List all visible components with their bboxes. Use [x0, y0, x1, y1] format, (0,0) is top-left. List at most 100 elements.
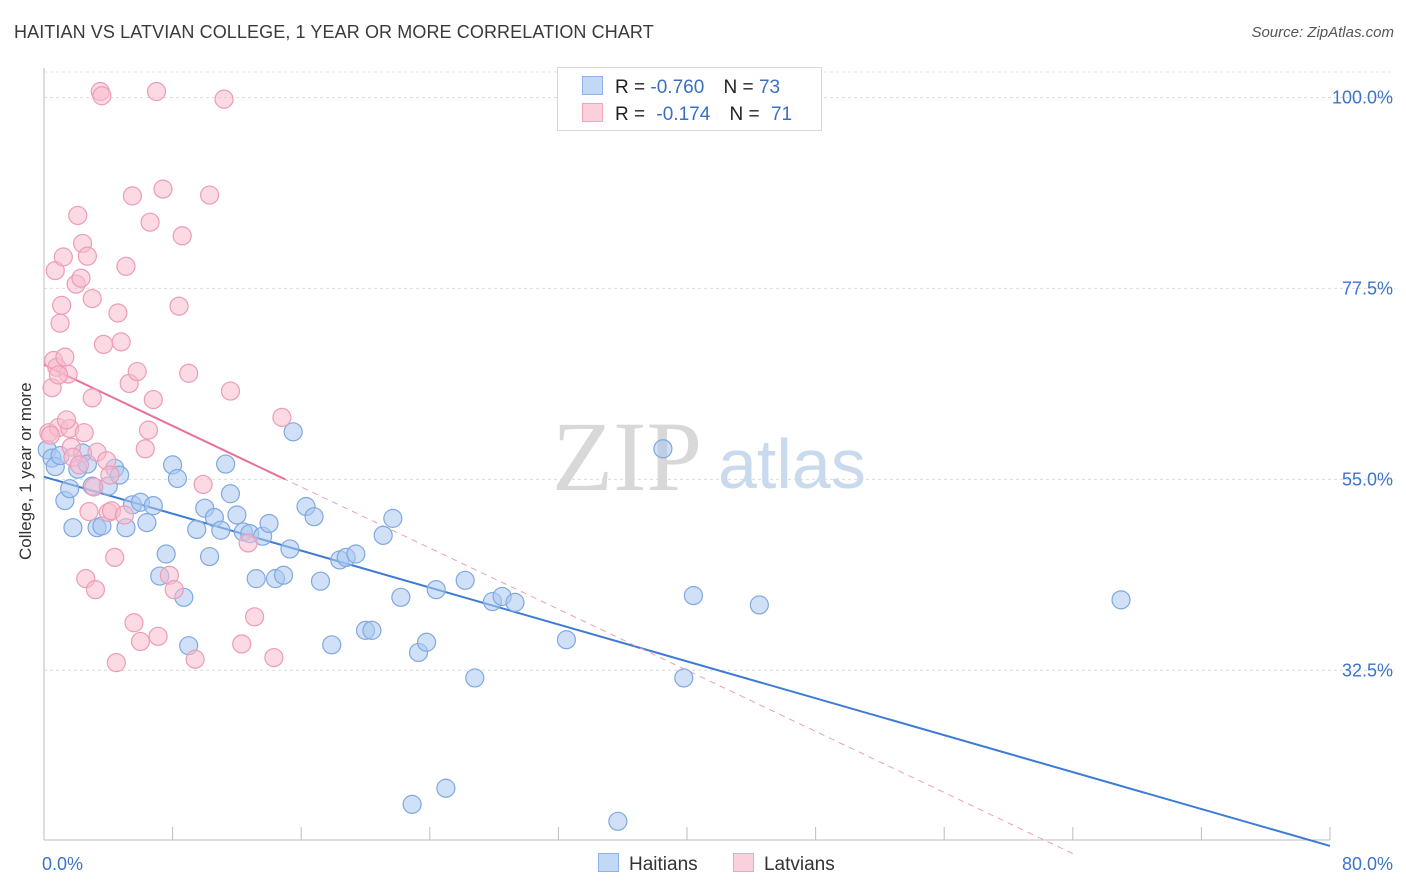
legend-swatch-latvians [582, 103, 603, 122]
point-latvians [50, 313, 70, 333]
point-latvians [92, 86, 112, 106]
point-haitians [259, 513, 279, 534]
legend-swatch-haitians [582, 76, 603, 95]
y-tick-label: 77.5% [1342, 278, 1393, 298]
point-haitians [167, 468, 188, 489]
point-haitians [143, 496, 163, 516]
legend-row-haitians: R = -0.760 N = 73 [582, 76, 780, 99]
point-latvians [48, 365, 69, 385]
point-haitians [1111, 590, 1131, 610]
point-latvians [69, 455, 89, 475]
point-latvians [185, 649, 205, 669]
point-haitians [749, 595, 769, 615]
point-latvians [122, 186, 143, 206]
legend-item-haitians: Haitians [598, 853, 698, 876]
point-haitians [362, 620, 382, 640]
point-haitians [280, 539, 300, 559]
point-haitians [402, 794, 422, 814]
point-haitians [416, 632, 437, 652]
point-latvians [55, 347, 75, 367]
point-haitians [220, 484, 241, 504]
trend-line-latvians [43, 363, 286, 481]
point-haitians [211, 520, 231, 540]
point-latvians [127, 361, 147, 382]
point-latvians [264, 647, 284, 668]
point-haitians [683, 585, 704, 606]
point-latvians [172, 226, 192, 246]
point-latvians [105, 547, 125, 568]
chart-source: Source: ZipAtlas.com [1251, 24, 1394, 41]
point-latvians [85, 580, 106, 600]
point-latvians [146, 81, 167, 102]
point-latvians [53, 247, 73, 267]
legend-n-value-haitians: 73 [758, 77, 781, 98]
y-tick-label: 100.0% [1332, 87, 1393, 107]
point-latvians [79, 501, 99, 522]
point-haitians [505, 592, 525, 612]
x-tick-label: 0.0% [42, 854, 83, 874]
point-latvians [169, 296, 189, 316]
point-latvians [108, 303, 128, 323]
point-haitians [60, 479, 80, 499]
grid-lines [44, 71, 1395, 671]
x-tick-label: 80.0% [1342, 854, 1393, 874]
legend-r-label: R = [615, 77, 646, 98]
point-latvians [40, 425, 61, 445]
point-haitians [187, 519, 207, 540]
legend-item-latvians: Latvians [732, 853, 835, 876]
point-latvians [199, 185, 220, 205]
data-points [37, 81, 1131, 831]
legend-n-value-latvians: 71 [770, 104, 793, 125]
point-haitians [227, 505, 247, 525]
point-haitians [426, 580, 446, 600]
point-latvians [56, 410, 77, 430]
point-latvians [244, 607, 265, 627]
point-haitians [436, 778, 456, 798]
point-latvians [148, 626, 168, 646]
point-haitians [653, 439, 673, 459]
point-latvians [82, 288, 102, 309]
point-latvians [71, 268, 91, 288]
point-haitians [383, 508, 403, 528]
legend-label-haitians: Haitians [629, 854, 698, 875]
point-haitians [63, 518, 83, 538]
point-haitians [156, 544, 176, 564]
point-latvians [179, 363, 199, 383]
point-latvians [114, 505, 134, 525]
point-latvians [143, 389, 163, 410]
point-latvians [138, 420, 159, 440]
legend-swatch-haitians [598, 853, 619, 872]
point-haitians [137, 513, 157, 533]
legend-swatch-latvians [732, 853, 754, 872]
point-haitians [346, 544, 366, 564]
watermark-atlas: atlas [718, 425, 866, 503]
point-haitians [216, 454, 236, 474]
point-latvians [82, 388, 102, 408]
legend-r-value-haitians: -0.760 [650, 77, 705, 98]
point-haitians [465, 668, 485, 688]
point-latvians [232, 634, 252, 654]
series-legend: Haitians Latvians [598, 853, 865, 876]
point-latvians [52, 295, 72, 315]
point-latvians [140, 212, 160, 232]
point-haitians [373, 525, 393, 545]
y-tick-label: 55.0% [1342, 469, 1393, 489]
point-haitians [199, 546, 220, 567]
point-latvians [93, 334, 114, 355]
point-latvians [272, 407, 292, 427]
legend-r-value-latvians: -0.174 [656, 104, 711, 125]
point-latvians [135, 439, 155, 459]
point-haitians [246, 569, 266, 589]
point-latvians [164, 580, 184, 600]
correlation-legend: R = -0.760 N = 73 R = -0.174 N = 71 [557, 67, 822, 131]
point-haitians [283, 422, 303, 442]
tick-labels: 100.0% 77.5% 55.0% 32.5% 0.0% 80.0% [42, 87, 1393, 874]
legend-r-label: R = [615, 104, 646, 125]
point-haitians [273, 565, 294, 585]
point-latvians [74, 423, 94, 443]
point-latvians [84, 477, 104, 497]
point-haitians [391, 587, 411, 607]
point-haitians [455, 570, 475, 590]
point-haitians [608, 811, 628, 831]
